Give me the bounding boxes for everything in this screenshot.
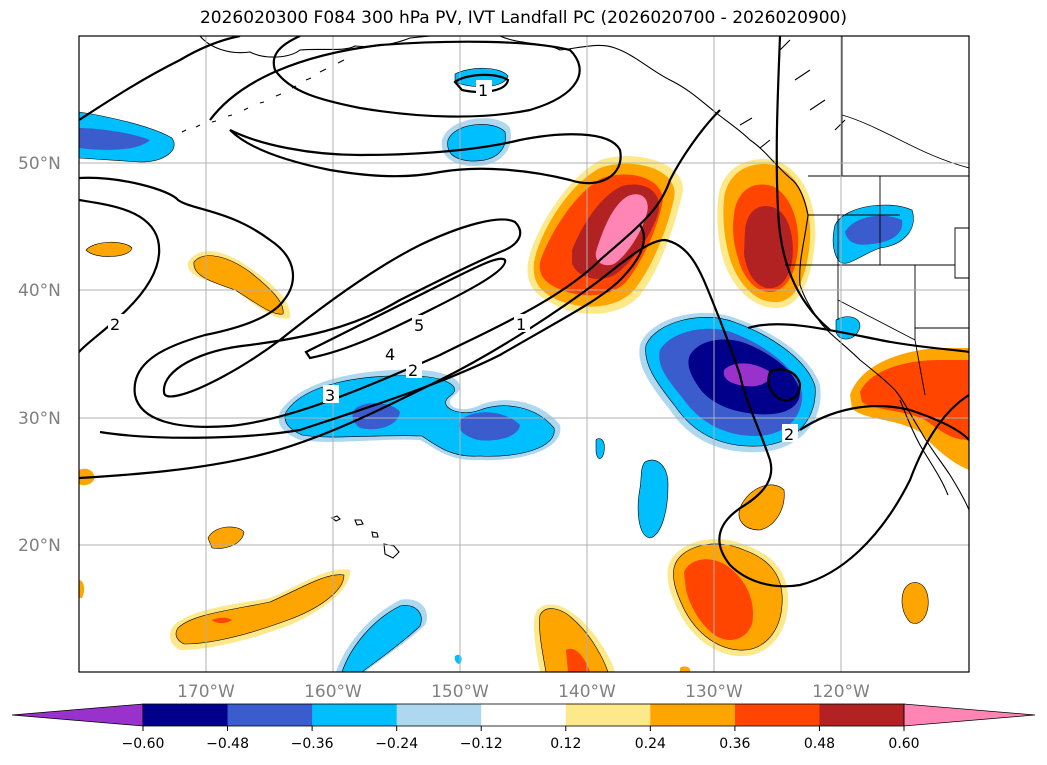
lat-label: 20°N [18, 536, 61, 556]
ivt-negative-region [454, 67, 509, 88]
ivt-positive-region [79, 580, 85, 598]
lon-label: 160°W [304, 682, 362, 702]
lon-label: 120°W [812, 682, 870, 702]
pv-contour [99, 224, 645, 439]
north-american-coastline [799, 214, 969, 511]
colorbar-frame [142, 703, 905, 727]
ivt-positive-core [539, 608, 609, 672]
lon-label: 130°W [685, 682, 743, 702]
lon-label: 170°W [177, 682, 235, 702]
map-frame [78, 35, 970, 673]
pv-contour [162, 218, 522, 398]
contour-label: 3 [325, 386, 335, 405]
pv-contour [79, 36, 241, 121]
ivt-positive-region [207, 526, 245, 549]
colorbar-tick-label: −0.24 [375, 736, 418, 752]
pv-contour [79, 109, 721, 428]
contour-label: 2 [408, 361, 418, 380]
colorbar-segment [734, 704, 820, 726]
ivt-positive-core [193, 255, 284, 315]
contour-label: 1 [516, 315, 526, 334]
lat-label: 30°N [18, 409, 61, 429]
ivt-negative-region [637, 459, 669, 539]
lat-label: 50°N [18, 154, 61, 174]
hawaiian-islands [330, 515, 400, 559]
pv-contours [79, 36, 969, 588]
ivt-negative-core [845, 215, 903, 245]
pv-contour [799, 404, 969, 441]
ivt-positive-core [595, 194, 648, 266]
colorbar-segment [650, 704, 736, 726]
canada-border-lines [841, 36, 969, 176]
colorbar-tick-label: −0.36 [291, 736, 334, 752]
pv-contour [453, 73, 510, 93]
pv-contour [767, 368, 802, 402]
ivt-positive-core [175, 574, 345, 645]
coastal-islands [739, 39, 846, 149]
us-state-borders [785, 175, 969, 396]
colorbar-extension-high [903, 703, 1036, 727]
ivt-positive-core [684, 559, 754, 640]
colorbar-segment [143, 704, 229, 726]
map-background [79, 36, 969, 672]
contour-label: 5 [414, 316, 424, 335]
lat-label: 40°N [18, 281, 61, 301]
latitude-labels: 50°N 40°N 30°N 20°N [18, 154, 61, 556]
pv-contour [229, 129, 622, 185]
ivt-negative-core [341, 605, 422, 672]
ivt-negative-core [458, 412, 520, 441]
ivt-positive-core [566, 648, 590, 672]
pv-contour [747, 323, 969, 354]
contour-label: 2 [784, 425, 794, 444]
colorbar-segment [396, 704, 482, 726]
longitude-labels: 170°W 160°W 150°W 140°W 130°W 120°W [177, 682, 870, 702]
ivt-positive-region [680, 666, 691, 672]
ivt-negative-region [595, 438, 605, 459]
colorbar-segment [481, 704, 567, 726]
ivt-positive-region [738, 484, 785, 531]
colorbar: −0.60 −0.48 −0.36 −0.24 −0.12 0.12 0.24 0.36 0.4… [11, 703, 1036, 752]
ivt-positive-region [85, 241, 133, 257]
ivt-positive-core [744, 206, 793, 289]
ivt-negative-core [723, 363, 771, 387]
pv-contour [79, 238, 969, 588]
colorbar-tick-label: 0.36 [719, 736, 750, 752]
colorbar-tick-label: −0.12 [460, 736, 503, 752]
contour-label: 2 [110, 315, 120, 334]
colorbar-tick-label: 0.48 [804, 736, 835, 752]
lon-label: 140°W [558, 682, 616, 702]
colorbar-extension-low [11, 703, 144, 727]
lon-label: 150°W [431, 682, 489, 702]
baja-california-coastline [899, 399, 949, 496]
pv-contour [209, 36, 581, 121]
colorbar-segment [565, 704, 651, 726]
colorbar-tick-label: 0.12 [550, 736, 581, 752]
ivt-negative-core [79, 128, 150, 150]
pv-contour [775, 36, 831, 331]
page-title: 2026020300 F084 300 hPa PV, IVT Landfall… [199, 8, 847, 28]
colorbar-tick-label: 0.60 [888, 736, 919, 752]
colorbar-segment [312, 704, 398, 726]
colorbar-tick-label: −0.48 [206, 736, 249, 752]
map-field-layer: 1 2 2 3 4 5 2 1 [79, 36, 969, 672]
pv-contour [304, 257, 507, 360]
contour-labels: 1 2 2 3 4 5 2 1 [108, 80, 798, 444]
ivt-positive-core [212, 617, 232, 623]
colorbar-segment [227, 704, 313, 726]
contour-label: 1 [478, 81, 488, 100]
colorbar-segment [819, 704, 905, 726]
contour-label: 4 [385, 345, 395, 364]
colorbar-tick-label: −0.60 [122, 736, 165, 752]
ivt-negative-core [447, 124, 506, 162]
ivt-positive-region [901, 582, 929, 624]
pv-contour [79, 198, 161, 353]
colorbar-tick-label: 0.24 [635, 736, 666, 752]
